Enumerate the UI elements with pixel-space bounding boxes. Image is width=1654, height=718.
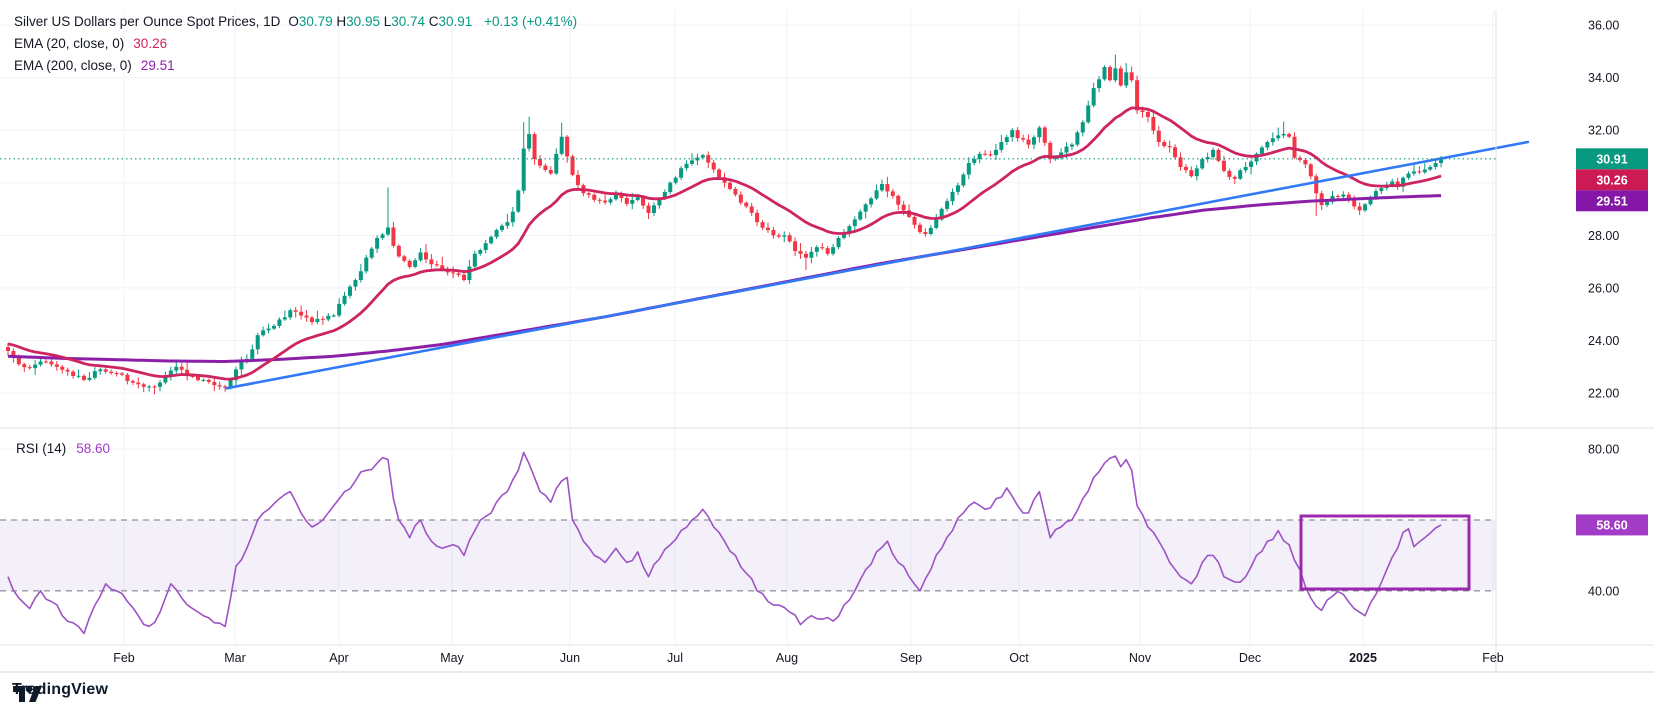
price-tick-label: 28.00 [1588,229,1619,243]
ohlc-values: O30.79 H30.95 L30.74 C30.91 [288,14,476,29]
candlestick-series [6,54,1444,395]
ema200-legend-row[interactable]: EMA (200, close, 0) 29.51 [14,55,577,77]
ema200-line[interactable] [7,194,1442,363]
price-badge-label: 30.26 [1596,173,1627,187]
month-label: Apr [329,651,348,665]
rsi-badge [1576,514,1648,536]
price-tick-label: 32.00 [1588,124,1619,138]
month-label: Feb [1482,651,1504,665]
pane-frames [0,10,1654,673]
rsi-band [0,519,1496,592]
ohlc-value: 30.91 [438,14,477,29]
rsi-tick-label: 80.00 [1588,443,1619,457]
ema20-value: 30.26 [133,36,168,51]
month-label: 2025 [1349,651,1377,665]
ohlc-key: H [336,14,347,29]
rsi-series [7,451,1471,635]
rsi-badge-label: 58.60 [1596,518,1627,532]
symbol-legend-row[interactable]: Silver US Dollars per Ounce Spot Prices,… [14,11,577,33]
rsi-highlight-rectangle[interactable] [1299,514,1471,591]
ohlc-key: O [288,14,299,29]
rsi-line[interactable] [7,451,1442,635]
month-label: Jun [560,651,580,665]
rsi-band-fill [0,519,1496,591]
ohlc-key: C [428,14,439,29]
footer-attribution[interactable]: TradingView [12,681,108,702]
gridlines [0,10,1496,645]
month-label: Nov [1129,651,1152,665]
price-tick-label: 24.00 [1588,334,1619,348]
ohlc-value: 30.95 [346,14,384,29]
price-badge [1576,190,1648,212]
price-tick-label: 34.00 [1588,71,1619,85]
symbol-title: Silver US Dollars per Ounce Spot Prices,… [14,14,281,29]
change-value: +0.13 (+0.41%) [484,14,578,29]
month-label: Feb [113,651,135,665]
legend: Silver US Dollars per Ounce Spot Prices,… [14,11,577,77]
time-scale[interactable]: Feb Mar Apr May Jun Jul Aug Sep Oct Nov Dec 2025 Feb [113,651,1504,665]
month-label: May [440,651,464,665]
price-badge [1576,148,1648,170]
month-label: Dec [1239,651,1261,665]
ema20-label: EMA (20, close, 0) [14,36,125,51]
rsi-legend-row[interactable]: RSI (14) 58.60 [16,441,110,456]
price-tick-label: 22.00 [1588,387,1619,401]
ohlc-value: 30.74 [391,14,429,29]
ohlc-value: 30.79 [298,14,337,29]
month-label: Sep [900,651,922,665]
rsi-value: 58.60 [76,441,111,456]
price-scale[interactable]: 36.00 34.00 32.00 28.00 26.00 24.00 22.00 30.91… [1576,19,1648,599]
tradingview-logo-icon [13,685,42,702]
ohlc-key: L [383,14,392,29]
price-badge-label: 30.91 [1596,152,1627,166]
month-label: Oct [1009,651,1029,665]
indicator-overlays [0,106,1530,390]
rsi-label: RSI (14) [16,441,67,456]
price-badge-label: 29.51 [1596,194,1627,208]
ema20-legend-row[interactable]: EMA (20, close, 0) 30.26 [14,33,577,55]
price-tick-label: 26.00 [1588,281,1619,295]
trendline[interactable] [224,140,1530,390]
month-label: Aug [776,651,798,665]
price-tick-label: 36.00 [1588,19,1619,33]
ema200-value: 29.51 [140,58,175,73]
rsi-tick-label: 40.00 [1588,584,1619,598]
price-badge [1576,169,1648,191]
ema20-line[interactable] [7,106,1442,381]
month-label: Jul [667,651,683,665]
ema200-label: EMA (200, close, 0) [14,58,132,73]
month-label: Mar [224,651,246,665]
